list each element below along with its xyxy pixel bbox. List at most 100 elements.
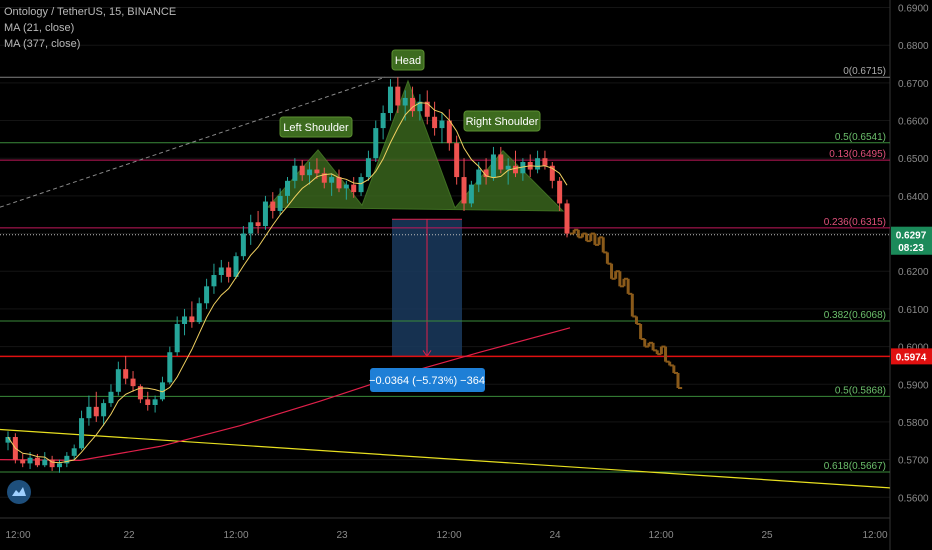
candle-body	[395, 86, 401, 106]
candle-body	[535, 158, 541, 170]
y-tick-label: 0.5700	[898, 456, 929, 467]
candle-body	[365, 158, 371, 178]
candle-body	[101, 403, 107, 417]
candle-body	[233, 256, 239, 277]
logo-glyph-icon	[12, 487, 26, 496]
candle-body	[240, 233, 246, 257]
candle-body	[71, 448, 77, 456]
candle-body	[159, 382, 165, 400]
tradingview-logo-icon[interactable]	[7, 480, 31, 504]
candle-body	[285, 180, 290, 196]
fib-label: 0.618(0.5667)	[824, 461, 886, 472]
candle-body	[446, 120, 452, 144]
symbol-title[interactable]: Ontology / TetherUS, 15, BINANCE	[4, 6, 177, 18]
candle-body	[27, 457, 33, 464]
candle-body	[42, 459, 48, 466]
candle-body	[557, 180, 563, 204]
candle-body	[79, 418, 85, 449]
head-shoulders-pattern	[266, 79, 565, 212]
y-tick-label: 0.5800	[898, 418, 929, 429]
candle-body	[255, 222, 261, 227]
ma21-legend[interactable]: MA (21, close)	[4, 22, 75, 34]
candle-body	[520, 161, 526, 174]
candle-body	[343, 184, 349, 189]
candle-body	[270, 201, 276, 211]
candle-body	[152, 399, 158, 405]
candle-body	[189, 316, 195, 323]
candle-body	[262, 201, 268, 227]
x-tick-label: 25	[761, 530, 773, 541]
target-price-tag: 0.5974	[896, 352, 927, 363]
candle-body	[93, 406, 99, 417]
chart-legend: Ontology / TetherUS, 15, BINANCE MA (21,…	[4, 4, 176, 52]
candle-body	[505, 165, 511, 170]
fib-label: 0.382(0.6068)	[824, 310, 886, 321]
measure-badge-text: −0.0364 (−5.73%) −364	[369, 375, 485, 387]
x-tick-label: 24	[549, 530, 561, 541]
x-tick-label: 23	[336, 530, 348, 541]
head-label-box	[391, 49, 425, 71]
y-tick-label: 0.6200	[898, 267, 929, 278]
candle-body	[410, 97, 416, 112]
candle-body	[108, 391, 114, 404]
candle-body	[34, 457, 40, 466]
candle-body	[211, 275, 217, 287]
candle-body	[417, 101, 423, 112]
candle-body	[387, 86, 393, 114]
current-price-tag: 0.6297	[896, 231, 927, 242]
candle-body	[542, 158, 548, 166]
candle-body	[476, 169, 482, 185]
y-tick-label: 0.6400	[898, 192, 929, 203]
y-tick-label: 0.6900	[898, 4, 929, 15]
left-shoulder-label-box	[279, 116, 353, 138]
candle-body	[218, 267, 224, 276]
fib-label: 0.13(0.6495)	[829, 149, 886, 160]
measure-badge	[370, 368, 485, 392]
candle-body	[432, 116, 438, 129]
candle-body	[56, 463, 62, 468]
candle-body	[145, 399, 151, 405]
x-tick-label: 22	[123, 530, 135, 541]
x-tick-label: 12:00	[862, 530, 887, 541]
candle-body	[167, 352, 173, 383]
candle-body	[130, 378, 136, 387]
ma377-legend[interactable]: MA (377, close)	[4, 38, 81, 50]
candle-body	[49, 459, 55, 468]
left-shoulder-label: Left Shoulder	[283, 122, 349, 134]
candle-body	[373, 128, 379, 159]
candle-body	[226, 267, 232, 277]
candle-body	[336, 177, 342, 189]
fib-label: 0.5(0.6541)	[835, 132, 886, 143]
candle-body	[299, 165, 305, 176]
x-tick-label: 12:00	[648, 530, 673, 541]
countdown-tag-box	[891, 238, 932, 255]
y-tick-label: 0.6000	[898, 343, 929, 354]
dashed-trendline	[0, 76, 386, 208]
candle-body	[490, 154, 496, 178]
candle-body	[402, 97, 408, 106]
candle-body	[564, 203, 570, 234]
right-shoulder-label: Right Shoulder	[466, 116, 539, 128]
candle-body	[292, 165, 298, 181]
candle-body	[5, 437, 11, 443]
candle-body	[137, 386, 143, 400]
y-tick-label: 0.5900	[898, 380, 929, 391]
current-price-tag-box	[891, 226, 932, 243]
candle-body	[115, 369, 121, 392]
candle-body	[454, 143, 460, 178]
countdown-tag: 08:23	[898, 243, 924, 254]
candle-body	[483, 169, 489, 178]
candle-body	[424, 101, 430, 117]
candle-body	[64, 455, 70, 464]
y-tick-label: 0.6500	[898, 154, 929, 165]
y-tick-label: 0.6600	[898, 117, 929, 128]
candle-body	[468, 184, 474, 204]
y-tick-label: 0.5600	[898, 493, 929, 504]
candle-body	[196, 303, 202, 323]
y-tick-label: 0.6700	[898, 79, 929, 90]
x-tick-label: 12:00	[5, 530, 30, 541]
candle-body	[123, 369, 129, 379]
candle-body	[329, 177, 335, 183]
candle-body	[461, 177, 467, 204]
